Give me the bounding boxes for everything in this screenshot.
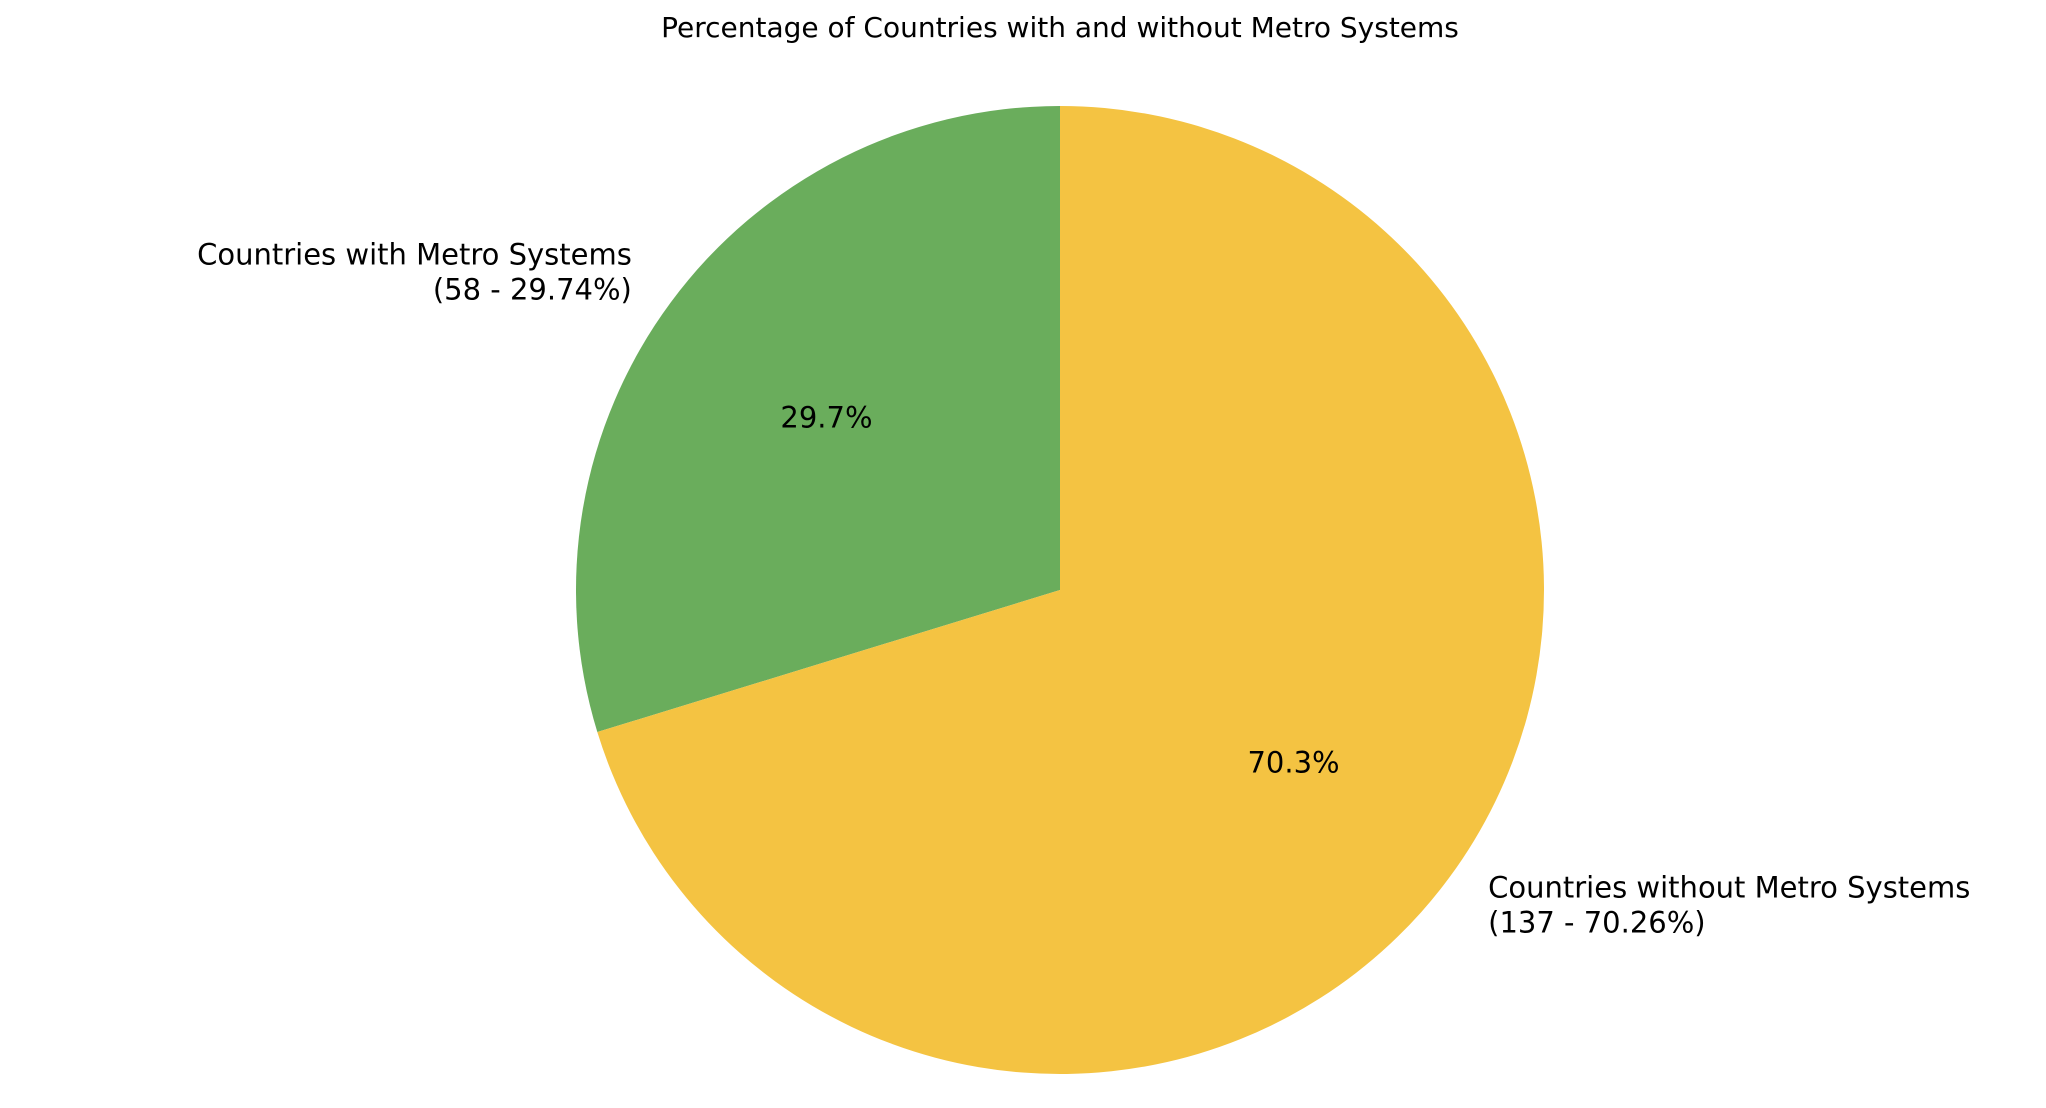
- slice-label-line2-1: (137 - 70.26%): [1488, 905, 1705, 939]
- pie-labels: 29.7% Countries with Metro Systems (58 - 2…: [197, 238, 1970, 940]
- slice-percent-label-0: 29.7%: [780, 400, 872, 434]
- slice-label-line2-0: (58 - 29.74%): [433, 273, 632, 307]
- chart-title: Percentage of Countries with and without…: [661, 11, 1459, 44]
- slice-label-line1-1: Countries without Metro Systems: [1488, 870, 1970, 904]
- slice-label-0: Countries with Metro Systems (58 - 29.74%…: [197, 238, 632, 307]
- slice-label-1: Countries without Metro Systems (137 - 70…: [1488, 870, 1970, 939]
- pie-slice-1: [597, 106, 1545, 1074]
- slice-label-line1-0: Countries with Metro Systems: [197, 238, 632, 272]
- pie-slices: [575, 106, 1545, 1074]
- pie-slice-0: [575, 106, 1060, 733]
- slice-percent-label-1: 70.3%: [1247, 746, 1339, 780]
